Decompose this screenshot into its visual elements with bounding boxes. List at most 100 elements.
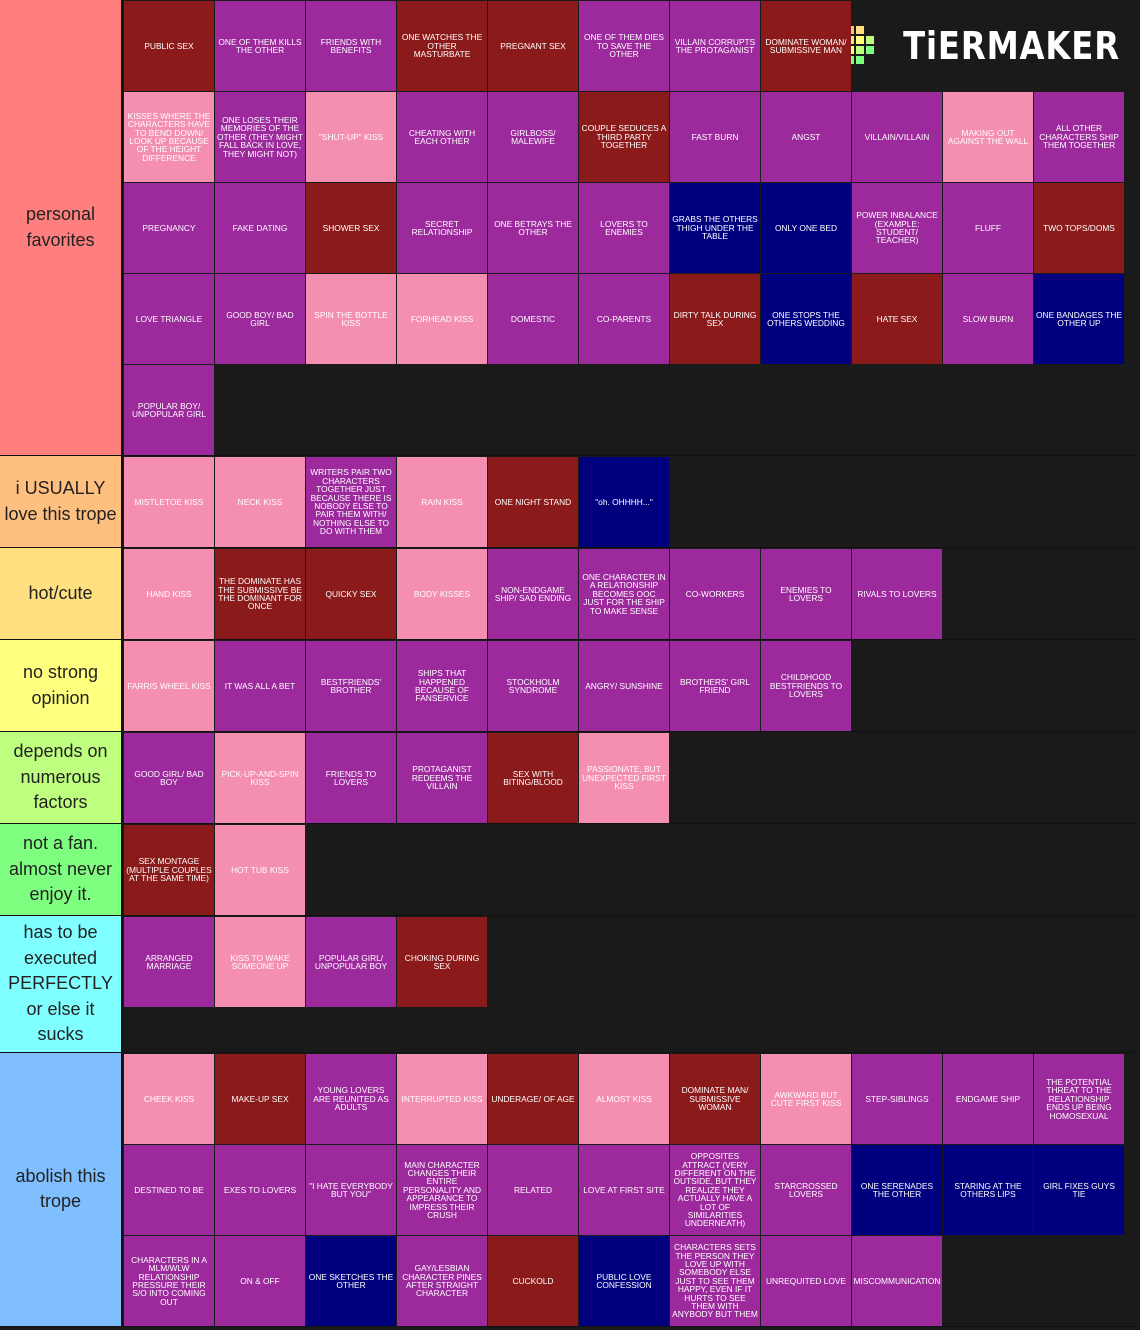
trope-card: STARCROSSED LOVERS xyxy=(761,1144,851,1235)
trope-card: ANGRY/ SUNSHINE xyxy=(579,641,669,731)
trope-card: FAST BURN xyxy=(670,92,760,182)
tier-items: ARRANGED MARRIAGE KISS TO WAKE SOMEONE UP… xyxy=(123,916,1140,1052)
trope-card: ENEMIES TO LOVERS xyxy=(761,549,851,639)
trope-card: MAKING OUT AGAINST THE WALL xyxy=(943,92,1033,182)
trope-card: PUBLIC LOVE CONFESSION xyxy=(579,1235,669,1326)
trope-card: FRIENDS TO LOVERS xyxy=(306,733,396,823)
trope-card: NON-ENDGAME SHIP/ SAD ENDING xyxy=(488,549,578,639)
trope-card: CHOKING DURING SEX xyxy=(397,917,487,1007)
tier-row: depends on numerous factors GOOD GIRL/ BA… xyxy=(0,732,1140,824)
trope-card: STEP-SIBLINGS xyxy=(852,1053,942,1144)
trope-card: SHIPS THAT HAPPENED BECAUSE OF FANSERVIC… xyxy=(397,641,487,731)
trope-card: PASSIONATE, BUT UNEXPECTED FIRST KISS xyxy=(579,733,669,823)
trope-card: ONE CHARACTER IN A RELATIONSHIP BECOMES … xyxy=(579,549,669,639)
trope-card: KISS TO WAKE SOMEONE UP xyxy=(215,917,305,1007)
trope-card: HATE SEX xyxy=(852,274,942,364)
trope-card: MISCOMMUNICATION xyxy=(852,1235,942,1326)
trope-card: CHILDHOOD BESTFRIENDS TO LOVERS xyxy=(761,641,851,731)
trope-card: DOMINATE WOMAN/ SUBMISSIVE MAN xyxy=(761,1,851,91)
trope-card: SECRET RELATIONSHIP xyxy=(397,183,487,273)
trope-card: "I HATE EVERYBODY BUT YOU" xyxy=(306,1144,396,1235)
trope-card: GOOD BOY/ BAD GIRL xyxy=(215,274,305,364)
trope-card: UNREQUITED LOVE xyxy=(761,1235,851,1326)
tier-items: FARRIS WHEEL KISS IT WAS ALL A BET BESTFRI… xyxy=(123,640,1140,731)
trope-card: ON & OFF xyxy=(215,1235,305,1326)
trope-card: CHARACTERS SETS THE PERSON THEY LOVE UP … xyxy=(670,1235,760,1326)
tier-label: i USUALLY love this trope xyxy=(0,456,123,547)
trope-card: FORHEAD KISS xyxy=(397,274,487,364)
trope-card: BODY KISSES xyxy=(397,549,487,639)
trope-card: TWO TOPS/DOMS xyxy=(1034,183,1124,273)
logo-text: TiERMAKER xyxy=(903,24,1121,68)
trope-card: IT WAS ALL A BET xyxy=(215,641,305,731)
trope-card: ONE BANDAGES THE OTHER UP xyxy=(1034,274,1124,364)
trope-card: HAND KISS xyxy=(124,549,214,639)
trope-card: POPULAR BOY/ UNPOPULAR GIRL xyxy=(124,365,214,455)
trope-card: DIRTY TALK DURING SEX xyxy=(670,274,760,364)
trope-card: "SHUT-UP" KISS xyxy=(306,92,396,182)
trope-card: MISTLETOE KISS xyxy=(124,457,214,547)
trope-card: PREGNANT SEX xyxy=(488,1,578,91)
trope-card: VILLAIN CORRUPTS THE PROTAGANIST xyxy=(670,1,760,91)
trope-card: GIRL FIXES GUYS TIE xyxy=(1034,1144,1124,1235)
trope-card: HOT TUB KISS xyxy=(215,825,305,915)
trope-card: LOVE AT FIRST SITE xyxy=(579,1144,669,1235)
trope-card: INTERRUPTED KISS xyxy=(397,1053,487,1144)
trope-card: PROTAGANIST REDEEMS THE VILLAIN xyxy=(397,733,487,823)
trope-card: FAKE DATING xyxy=(215,183,305,273)
tier-label: abolish this trope xyxy=(0,1052,123,1326)
trope-card: CUCKOLD xyxy=(488,1235,578,1326)
trope-card: LOVERS TO ENEMIES xyxy=(579,183,669,273)
trope-card: POPULAR GIRL/ UNPOPULAR BOY xyxy=(306,917,396,1007)
trope-card: UNDERAGE/ OF AGE xyxy=(488,1053,578,1144)
trope-card: LOVE TRIANGLE xyxy=(124,274,214,364)
trope-card: CO-PARENTS xyxy=(579,274,669,364)
tier-row: hot/cute HAND KISS THE DOMINATE HAS THE SU… xyxy=(0,548,1140,640)
trope-card: KISSES WHERE THE CHARACTERS HAVE TO BEND… xyxy=(124,92,214,182)
trope-card: SEX WITH BITING/BLOOD xyxy=(488,733,578,823)
trope-card: PICK-UP-AND-SPIN KISS xyxy=(215,733,305,823)
tier-label: depends on numerous factors xyxy=(0,732,123,823)
tier-row: abolish this trope CHEEK KISS MAKE-UP SEX Y… xyxy=(0,1052,1140,1327)
tier-items: MISTLETOE KISS NECK KISS WRITERS PAIR TWO … xyxy=(123,456,1140,547)
trope-card: SLOW BURN xyxy=(943,274,1033,364)
trope-card: SHOWER SEX xyxy=(306,183,396,273)
trope-card: STARING AT THE OTHERS LIPS xyxy=(943,1144,1033,1235)
tier-label: personal favorites xyxy=(0,0,123,455)
trope-card: ONE SKETCHES THE OTHER xyxy=(306,1235,396,1326)
trope-card: ONE SERENADES THE OTHER xyxy=(852,1144,942,1235)
trope-card: DOMINATE MAN/ SUBMISSIVE WOMAN xyxy=(670,1053,760,1144)
trope-card: THE POTENTIAL THREAT TO THE RELATIONSHIP… xyxy=(1034,1053,1124,1144)
trope-card: DESTINED TO BE xyxy=(124,1144,214,1235)
trope-card: ONE LOSES THEIR MEMORIES OF THE OTHER (T… xyxy=(215,92,305,182)
trope-card: ALL OTHER CHARACTERS SHIP THEM TOGETHER xyxy=(1034,92,1124,182)
trope-card: "oh. OHHHH..." xyxy=(579,457,669,547)
trope-card: GAY/LESBIAN CHARACTER PINES AFTER STRAIG… xyxy=(397,1235,487,1326)
trope-card: RAIN KISS xyxy=(397,457,487,547)
trope-card: MAKE-UP SEX xyxy=(215,1053,305,1144)
tier-row: has to be executed PERFECTLY or else it … xyxy=(0,916,1140,1053)
tier-items: TiERMAKER PUBLIC SEX ONE OF THEM KILLS TH… xyxy=(123,0,1140,455)
trope-card: RIVALS TO LOVERS xyxy=(852,549,942,639)
trope-card: PUBLIC SEX xyxy=(124,1,214,91)
tier-row: not a fan. almost never enjoy it. SEX MON… xyxy=(0,824,1140,916)
trope-card: ANGST xyxy=(761,92,851,182)
trope-card: BROTHERS' GIRL FRIEND xyxy=(670,641,760,731)
trope-card: ONE STOPS THE OTHERS WEDDING xyxy=(761,274,851,364)
tier-label: not a fan. almost never enjoy it. xyxy=(0,824,123,915)
trope-card: ONLY ONE BED xyxy=(761,183,851,273)
trope-card: FARRIS WHEEL KISS xyxy=(124,641,214,731)
trope-card: ARRANGED MARRIAGE xyxy=(124,917,214,1007)
tier-items: HAND KISS THE DOMINATE HAS THE SUBMISSIVE… xyxy=(123,548,1140,639)
trope-card: SPIN THE BOTTLE KISS xyxy=(306,274,396,364)
trope-card: ALMOST KISS xyxy=(579,1053,669,1144)
trope-card: VILLAIN/VILLAIN xyxy=(852,92,942,182)
trope-card: SEX MONTAGE (MULTIPLE COUPLES AT THE SAM… xyxy=(124,825,214,915)
trope-card: THE DOMINATE HAS THE SUBMISSIVE BE THE D… xyxy=(215,549,305,639)
trope-card: STOCKHOLM SYNDROME xyxy=(488,641,578,731)
trope-card: AWKWARD BUT CUTE FIRST KISS xyxy=(761,1053,851,1144)
trope-card: ONE OF THEM KILLS THE OTHER xyxy=(215,1,305,91)
trope-card: COUPLE SEDUCES A THIRD PARTY TOGETHER xyxy=(579,92,669,182)
trope-card: FLUFF xyxy=(943,183,1033,273)
